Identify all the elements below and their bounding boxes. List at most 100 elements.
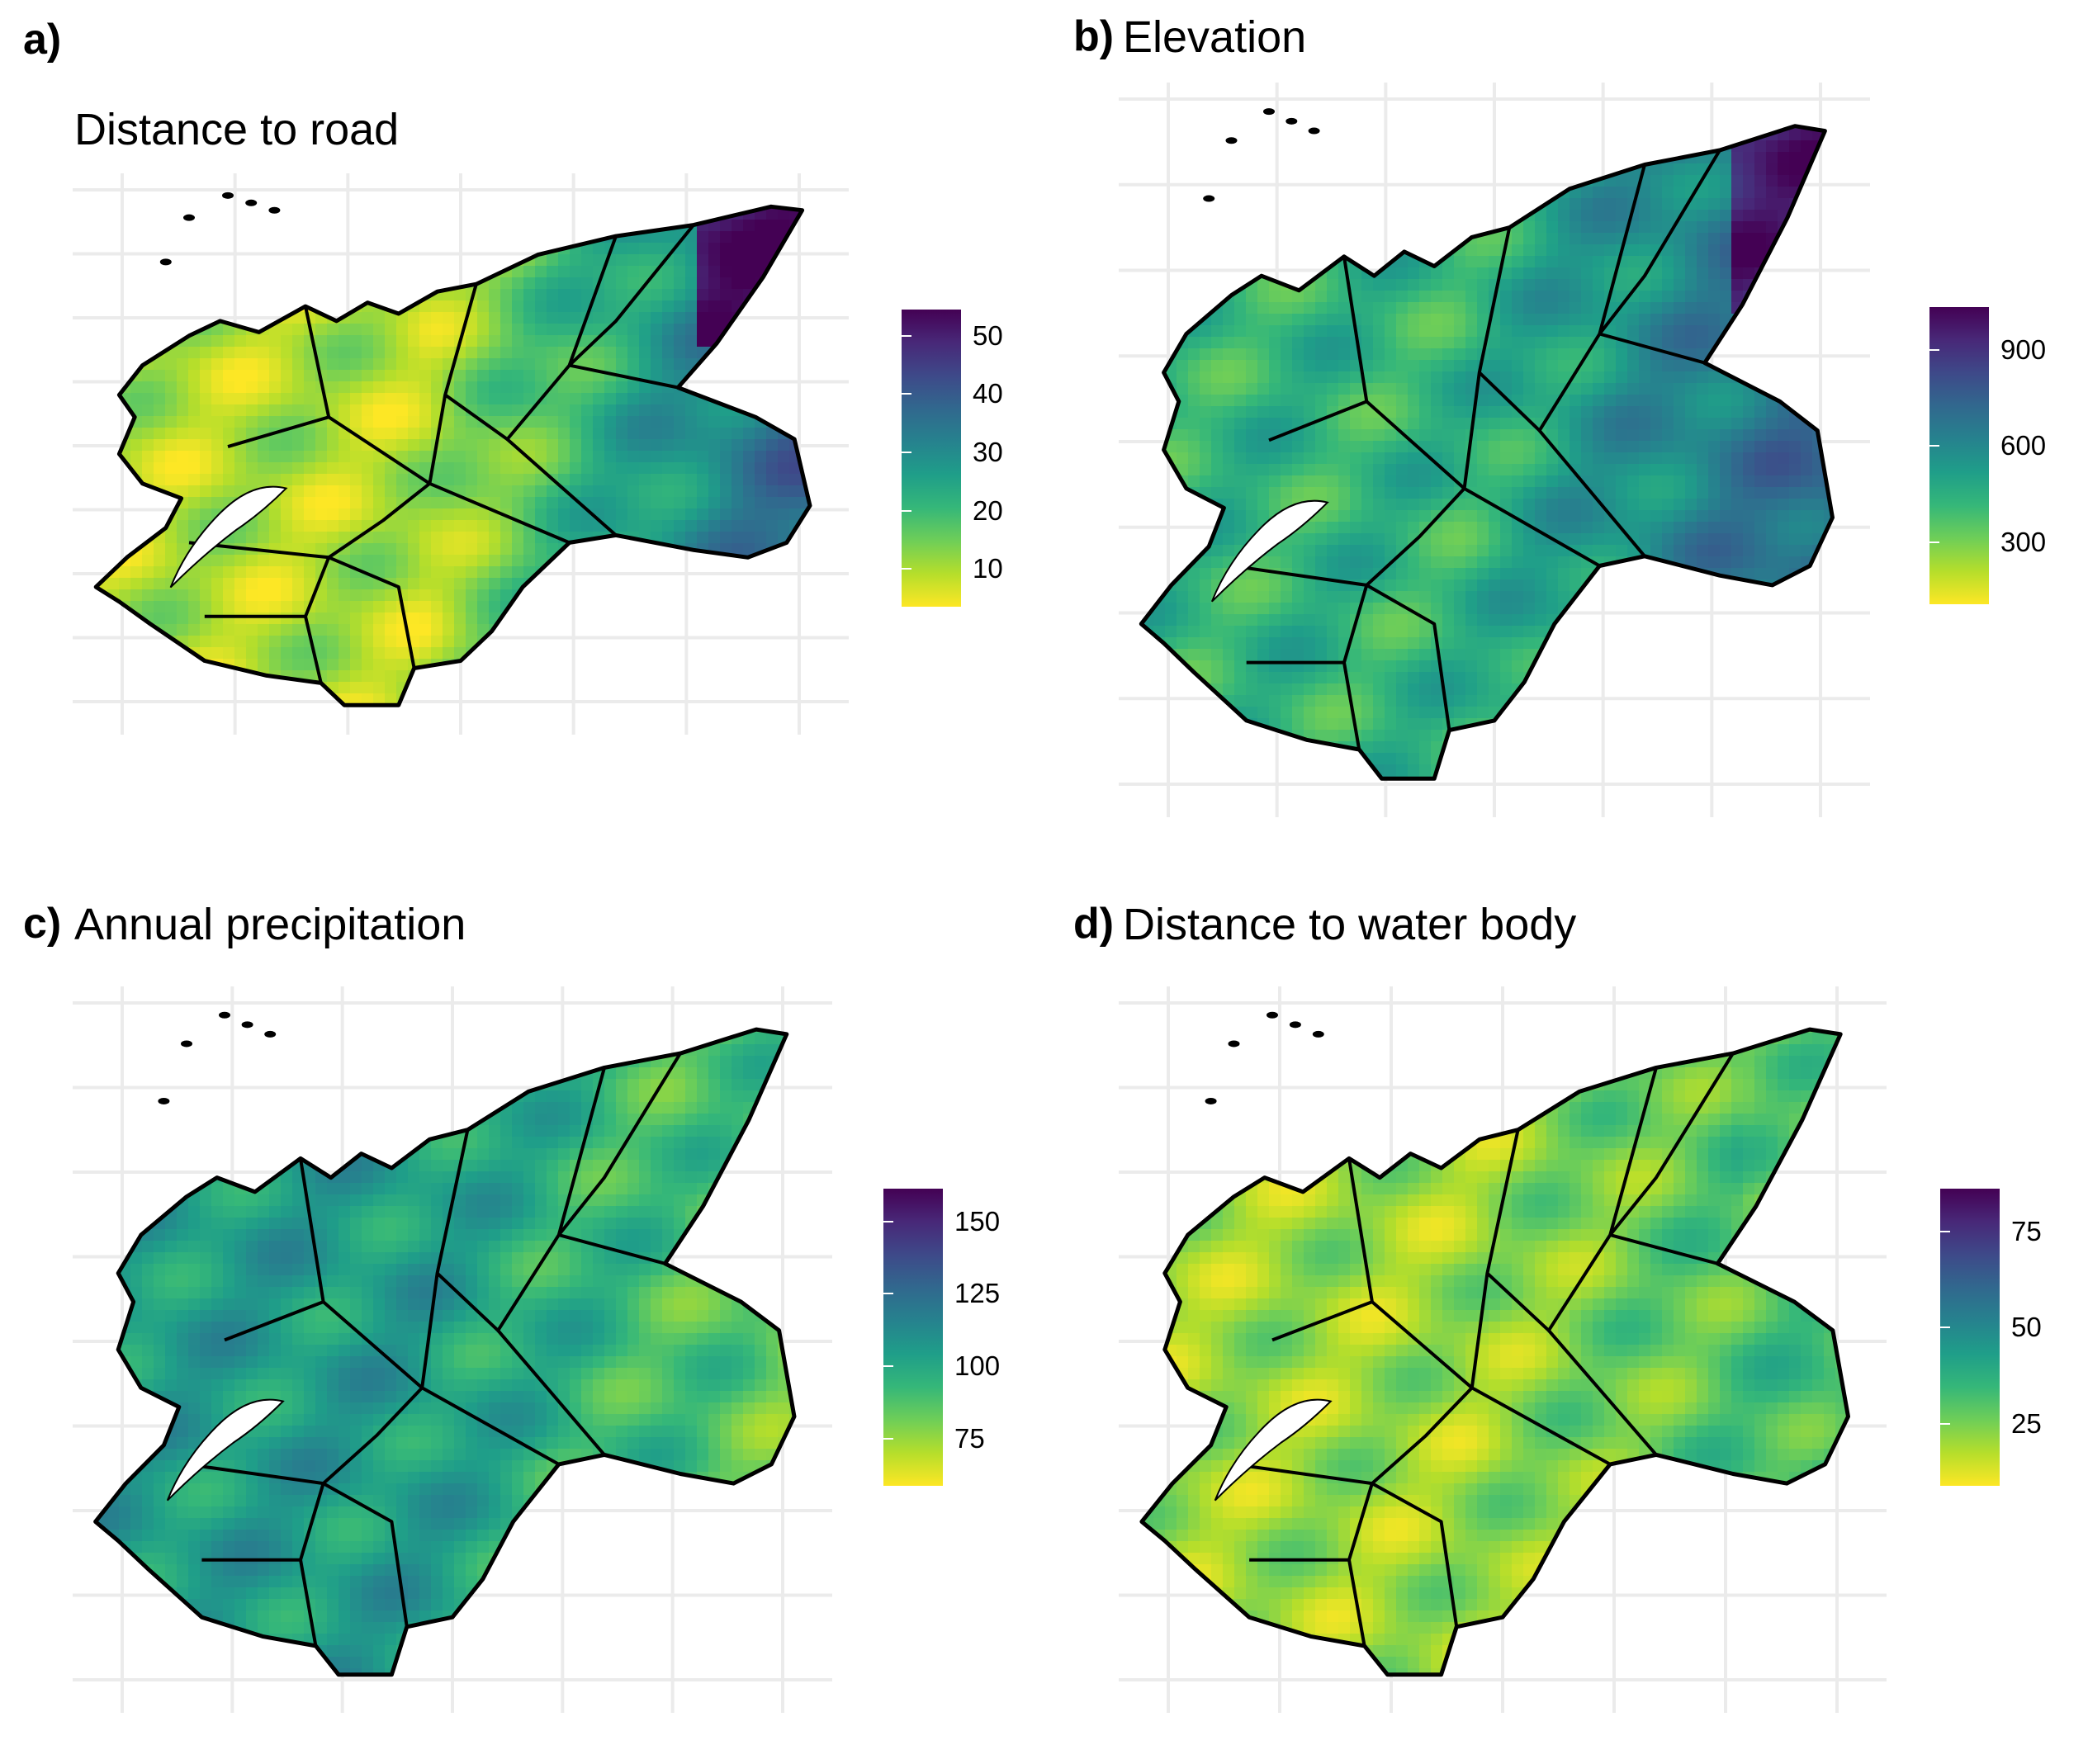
raster-cell [685,428,698,440]
raster-cell [801,497,810,509]
raster-cell [443,404,455,417]
raster-cell [234,370,247,382]
raster-cell [466,566,478,579]
raster-cell [489,347,501,359]
raster-cell [454,451,466,463]
raster-cell [234,451,247,463]
raster-cell [651,462,663,475]
raster-cell [246,462,258,475]
raster-cell [419,358,432,371]
raster-cell [258,589,270,602]
raster-cell [604,462,617,475]
raster-cell [454,474,466,486]
raster-cell [177,347,189,359]
raster-cell [639,416,651,428]
raster-cell [593,347,605,359]
raster-cell [558,266,571,278]
raster-cell [697,254,709,267]
raster-cell [304,555,316,567]
raster-cell [570,462,582,475]
raster-cell [651,520,663,532]
raster-cell [604,312,617,324]
raster-cell [269,474,282,486]
raster-cell [454,462,466,475]
raster-cell [396,416,409,428]
raster-cell [466,462,478,475]
raster-cell [419,370,432,382]
raster-cell [454,428,466,440]
raster-cell [362,416,374,428]
raster-cell [662,428,675,440]
raster-cell [327,532,339,544]
raster-cell [489,474,501,486]
raster-cell [339,485,351,498]
raster-cell [639,324,651,336]
raster-cell [234,381,247,394]
raster-cell [304,428,316,440]
raster-cell [211,451,224,463]
raster-cell [616,277,628,290]
raster-cell [697,508,709,521]
raster-cell [685,324,698,336]
raster-cell [627,312,640,324]
raster-cell [211,485,224,498]
raster-cell [408,532,420,544]
raster-cell [581,485,594,498]
raster-cell [281,358,293,371]
raster-cell [651,358,663,371]
raster-cell [639,439,651,452]
raster-cell [200,474,212,486]
raster-cell [223,347,235,359]
raster-cell [697,439,709,452]
raster-cell [489,555,501,567]
raster-cell [732,428,744,440]
raster-cell [350,416,362,428]
raster-cell [188,393,201,405]
raster-cell [708,508,721,521]
raster-cell [408,601,420,613]
raster-cell [500,370,513,382]
raster-cell [431,578,443,590]
raster-cell [177,393,189,405]
raster-cell [558,474,571,486]
raster-cell [778,474,790,486]
raster-cell [396,358,409,371]
raster-cell [327,601,339,613]
raster-cell [223,451,235,463]
raster-cell [269,439,282,452]
raster-cell [755,439,767,452]
raster-cell [489,451,501,463]
raster-cell [362,393,374,405]
raster-cell [373,543,386,556]
raster-cell [396,428,409,440]
raster-cell [477,601,490,613]
raster-cell [535,428,547,440]
raster-cell [720,508,732,521]
raster-cell [258,462,270,475]
raster-cell [350,589,362,602]
raster-cell [685,508,698,521]
raster-cell [732,439,744,452]
raster-cell [512,474,524,486]
raster-cell [234,566,247,579]
raster-cell [396,393,409,405]
raster-cell [327,381,339,394]
raster-cell [200,393,212,405]
raster-cell [373,589,386,602]
raster-cell [234,393,247,405]
raster-cell [339,370,351,382]
raster-cell [720,300,732,313]
raster-cell [223,462,235,475]
raster-cell [674,347,686,359]
raster-cell [130,555,143,567]
raster-cell [651,231,663,244]
raster-cell [350,485,362,498]
raster-cell [304,381,316,394]
raster-cell [373,416,386,428]
raster-cell [281,416,293,428]
raster-cell [616,439,628,452]
raster-cell [292,497,305,509]
raster-cell [581,439,594,452]
raster-cell [234,555,247,567]
raster-cell [685,416,698,428]
